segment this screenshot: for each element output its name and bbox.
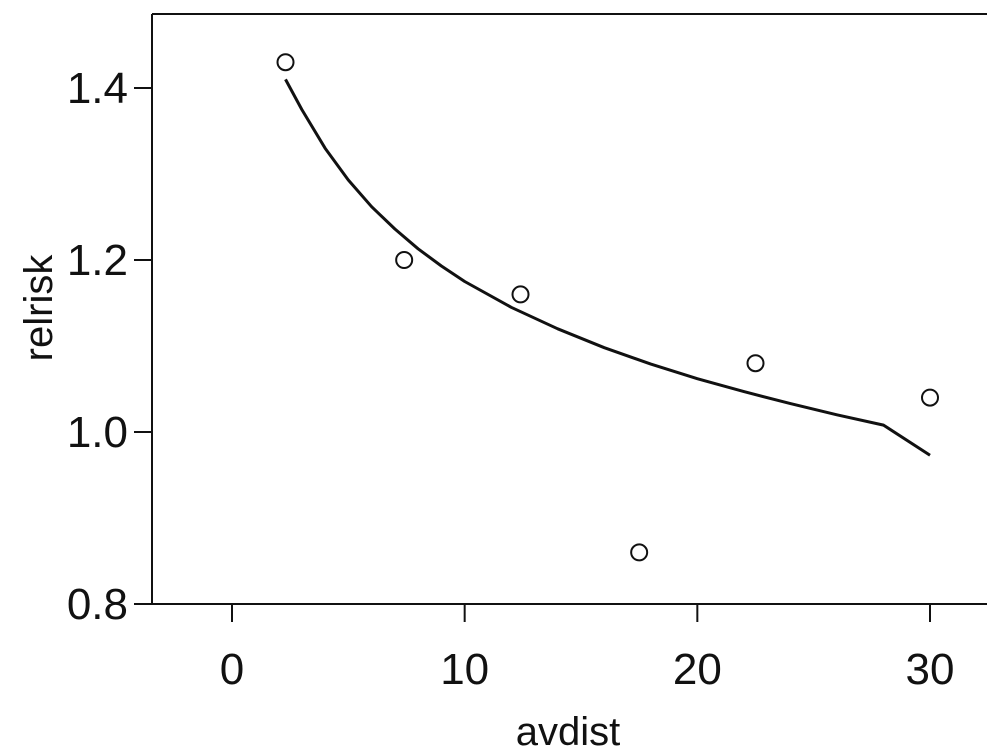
x-axis: 0 10 20 30	[220, 604, 955, 694]
data-point	[278, 54, 294, 70]
fitted-curve	[286, 79, 931, 455]
y-tick-label: 1.2	[67, 236, 128, 285]
data-points-layer	[278, 54, 938, 560]
y-tick-label: 1.4	[67, 64, 128, 113]
data-point	[631, 544, 647, 560]
data-point	[922, 390, 938, 406]
plot-frame	[152, 14, 987, 604]
x-tick-label: 30	[906, 645, 955, 694]
y-axis-title: relrisk	[17, 254, 61, 362]
y-tick-label: 1.0	[67, 408, 128, 457]
x-tick-label: 10	[440, 645, 489, 694]
x-tick-label: 20	[673, 645, 722, 694]
data-point	[513, 286, 529, 302]
y-axis: 0.8 1.0 1.2 1.4	[67, 64, 152, 629]
data-point	[748, 355, 764, 371]
data-point	[396, 252, 412, 268]
x-tick-label: 0	[220, 645, 244, 694]
fitted-curve-layer	[286, 79, 931, 455]
x-axis-title: avdist	[516, 710, 621, 753]
y-tick-label: 0.8	[67, 580, 128, 629]
